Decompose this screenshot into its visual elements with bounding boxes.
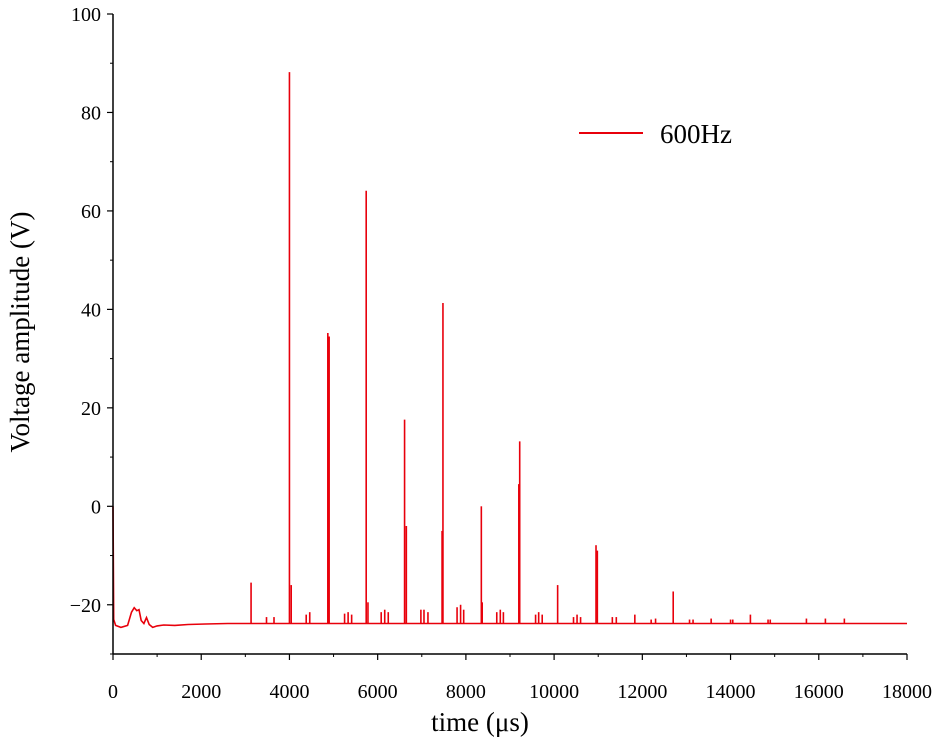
x-tick-label: 12000 (617, 681, 667, 703)
x-tick-label: 10000 (529, 681, 579, 703)
x-tick-label: 14000 (706, 681, 756, 703)
x-tick-label: 18000 (882, 681, 932, 703)
y-tick-label: 20 (81, 398, 101, 420)
y-axis-title: Voltage amplitude (V) (5, 212, 35, 453)
y-tick-label: 0 (91, 496, 101, 518)
series-line-0 (112, 506, 907, 629)
y-tick-label: 100 (71, 4, 101, 26)
x-tick-label: 4000 (269, 681, 309, 703)
x-tick-label: 6000 (358, 681, 398, 703)
legend: 600Hz (579, 119, 732, 149)
x-axis-title: time (μs) (431, 707, 529, 737)
x-tick-label: 0 (108, 681, 118, 703)
legend-label: 600Hz (660, 119, 732, 149)
y-tick-label: 40 (81, 299, 101, 321)
y-tick-label: 60 (81, 201, 101, 223)
y-tick-label: 80 (81, 102, 101, 124)
series-layer (112, 72, 907, 629)
y-tick-label: −20 (70, 595, 101, 617)
x-tick-label: 16000 (794, 681, 844, 703)
axes-layer: 0 2000 4000 6000 8000 10000 12000 14000 16000 180… (70, 4, 932, 703)
x-tick-label: 8000 (446, 681, 486, 703)
x-tick-label: 2000 (181, 681, 221, 703)
